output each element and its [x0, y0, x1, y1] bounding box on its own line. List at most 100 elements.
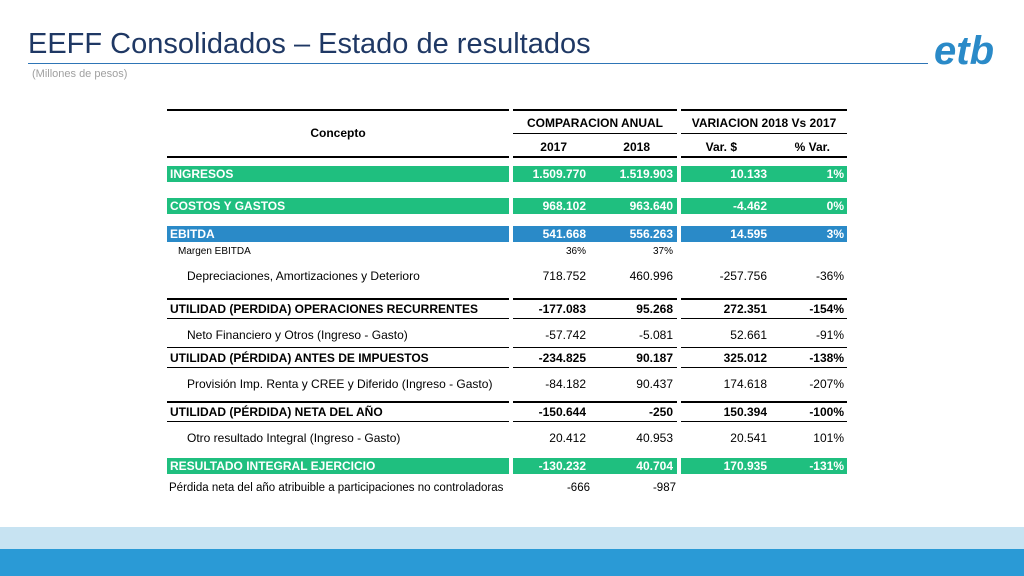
- band-costos-concept: [167, 198, 509, 214]
- row-label-costos: COSTOS Y GASTOS: [170, 199, 286, 213]
- band-ebitda-annual: [513, 226, 677, 242]
- row-label-participaciones: Pérdida neta del año atribuible a partic…: [169, 482, 504, 494]
- row-costos-2018: 963.640: [629, 199, 673, 213]
- col-header-2018: 2018: [623, 140, 650, 154]
- row-otro-resultado-2017: 20.412: [549, 431, 586, 445]
- row-margen-2017: 36%: [565, 246, 586, 257]
- etb-logo: etb: [934, 29, 994, 73]
- row-operaciones-pct: -154%: [809, 302, 844, 316]
- row-neta-pct: -100%: [809, 405, 844, 419]
- row-otro-resultado-var: 20.541: [730, 431, 767, 445]
- row-depreciaciones-var: -257.756: [719, 269, 767, 283]
- row-costos-var: -4.462: [732, 199, 767, 213]
- band-ingresos-annual: [513, 166, 677, 182]
- row-label-provision: Provisión Imp. Renta y CREE y Diferido (…: [187, 377, 493, 391]
- logo-text: etb: [934, 29, 994, 73]
- band-resultado-concept: [167, 458, 509, 474]
- row-neta-2017: -150.644: [538, 405, 586, 419]
- header-top-rule-annual: [513, 109, 677, 111]
- rule-bottom-neta-variation: [681, 421, 847, 422]
- row-antes-impuestos-var: 325.012: [723, 351, 767, 365]
- rule-top-neta-variation: [681, 401, 847, 403]
- row-label-neta: UTILIDAD (PÉRDIDA) NETA DEL AÑO: [170, 405, 383, 419]
- rule-bottom-operaciones-concept: [167, 318, 509, 319]
- row-antes-impuestos-2017: -234.825: [538, 351, 586, 365]
- row-costos-2017: 968.102: [542, 199, 586, 213]
- row-ebitda-2018: 556.263: [629, 227, 673, 241]
- band-costos-annual: [513, 198, 677, 214]
- row-ingresos-2018: 1.519.903: [619, 167, 673, 181]
- row-label-depreciaciones: Depreciaciones, Amortizaciones y Deterio…: [187, 269, 420, 283]
- band-ingresos-concept: [167, 166, 509, 182]
- rule-bottom-operaciones-annual: [513, 318, 677, 319]
- row-ebitda-var: 14.595: [730, 227, 767, 241]
- rule-bottom-operaciones-variation: [681, 318, 847, 319]
- band-resultado-annual: [513, 458, 677, 474]
- header-top-rule-concept: [167, 109, 509, 111]
- band-ebitda-concept: [167, 226, 509, 242]
- row-label-operaciones: UTILIDAD (PERDIDA) OPERACIONES RECURRENT…: [170, 302, 479, 316]
- rule-bottom-neta-annual: [513, 421, 677, 422]
- row-otro-resultado-pct: 101%: [813, 431, 844, 445]
- rule-top-neta-concept: [167, 401, 509, 403]
- col-header-pct: % Var.: [794, 140, 830, 154]
- title-divider: [28, 63, 928, 64]
- row-neto-financiero-var: 52.661: [730, 328, 767, 342]
- row-otro-resultado-2018: 40.953: [636, 431, 673, 445]
- row-resultado-2018: 40.704: [636, 459, 673, 473]
- row-label-neto-financiero: Neto Financiero y Otros (Ingreso - Gasto…: [187, 328, 408, 342]
- row-label-margen: Margen EBITDA: [178, 246, 251, 257]
- row-participaciones-2018: -987: [652, 482, 676, 494]
- rule-top-neta-annual: [513, 401, 677, 403]
- rule-top-antes-impuestos-variation: [681, 347, 847, 348]
- row-provision-pct: -207%: [809, 377, 844, 391]
- row-depreciaciones-2017: 718.752: [542, 269, 586, 283]
- row-neta-var: 150.394: [723, 405, 767, 419]
- band-ebitda-variation: [681, 226, 847, 242]
- row-label-antes-impuestos: UTILIDAD (PÉRDIDA) ANTES DE IMPUESTOS: [170, 351, 429, 365]
- row-provision-var: 174.618: [723, 377, 767, 391]
- rule-top-antes-impuestos-concept: [167, 347, 509, 348]
- col-header-2017: 2017: [540, 140, 567, 154]
- rule-top-operaciones-variation: [681, 298, 847, 300]
- row-ingresos-var: 10.133: [730, 167, 767, 181]
- header-bottom-rule-variation: [681, 156, 847, 158]
- concept-header: Concepto: [310, 126, 366, 140]
- band-resultado-variation: [681, 458, 847, 474]
- row-resultado-pct: -131%: [809, 459, 844, 473]
- row-resultado-var: 170.935: [723, 459, 767, 473]
- row-participaciones-2017: -666: [566, 482, 590, 494]
- rule-top-antes-impuestos-annual: [513, 347, 677, 348]
- rule-top-operaciones-annual: [513, 298, 677, 300]
- footer-blue-band: [0, 549, 1024, 576]
- row-ebitda-pct: 3%: [826, 227, 844, 241]
- header-bottom-rule-annual: [513, 156, 677, 158]
- row-margen-2018: 37%: [652, 246, 673, 257]
- row-neto-financiero-2018: -5.081: [638, 328, 673, 342]
- row-neto-financiero-2017: -57.742: [545, 328, 586, 342]
- row-label-ebitda: EBITDA: [170, 227, 215, 241]
- row-label-resultado: RESULTADO INTEGRAL EJERCICIO: [170, 459, 376, 473]
- variation-group-header: VARIACION 2018 Vs 2017: [691, 116, 837, 130]
- row-provision-2018: 90.437: [636, 377, 673, 391]
- row-label-otro-resultado: Otro resultado Integral (Ingreso - Gasto…: [187, 431, 401, 445]
- row-operaciones-var: 272.351: [723, 302, 767, 316]
- row-operaciones-2017: -177.083: [538, 302, 586, 316]
- rule-bottom-neta-concept: [167, 421, 509, 422]
- row-depreciaciones-pct: -36%: [815, 269, 844, 283]
- row-antes-impuestos-2018: 90.187: [636, 351, 673, 365]
- row-resultado-2017: -130.232: [538, 459, 586, 473]
- rule-bottom-antes-impuestos-variation: [681, 367, 847, 368]
- row-ingresos-2017: 1.509.770: [532, 167, 586, 181]
- band-ingresos-variation: [681, 166, 847, 182]
- page-title: EEFF Consolidados – Estado de resultados: [28, 28, 591, 60]
- annual-group-header: COMPARACION ANUAL: [527, 116, 663, 130]
- row-neto-financiero-pct: -91%: [815, 328, 844, 342]
- header-bottom-rule-concept: [167, 156, 509, 158]
- header-mid-rule-variation: [681, 133, 847, 134]
- row-ebitda-2017: 541.668: [542, 227, 586, 241]
- row-ingresos-pct: 1%: [826, 167, 844, 181]
- footer-light-band: [0, 527, 1024, 549]
- header-mid-rule-annual: [513, 133, 677, 134]
- row-antes-impuestos-pct: -138%: [809, 351, 844, 365]
